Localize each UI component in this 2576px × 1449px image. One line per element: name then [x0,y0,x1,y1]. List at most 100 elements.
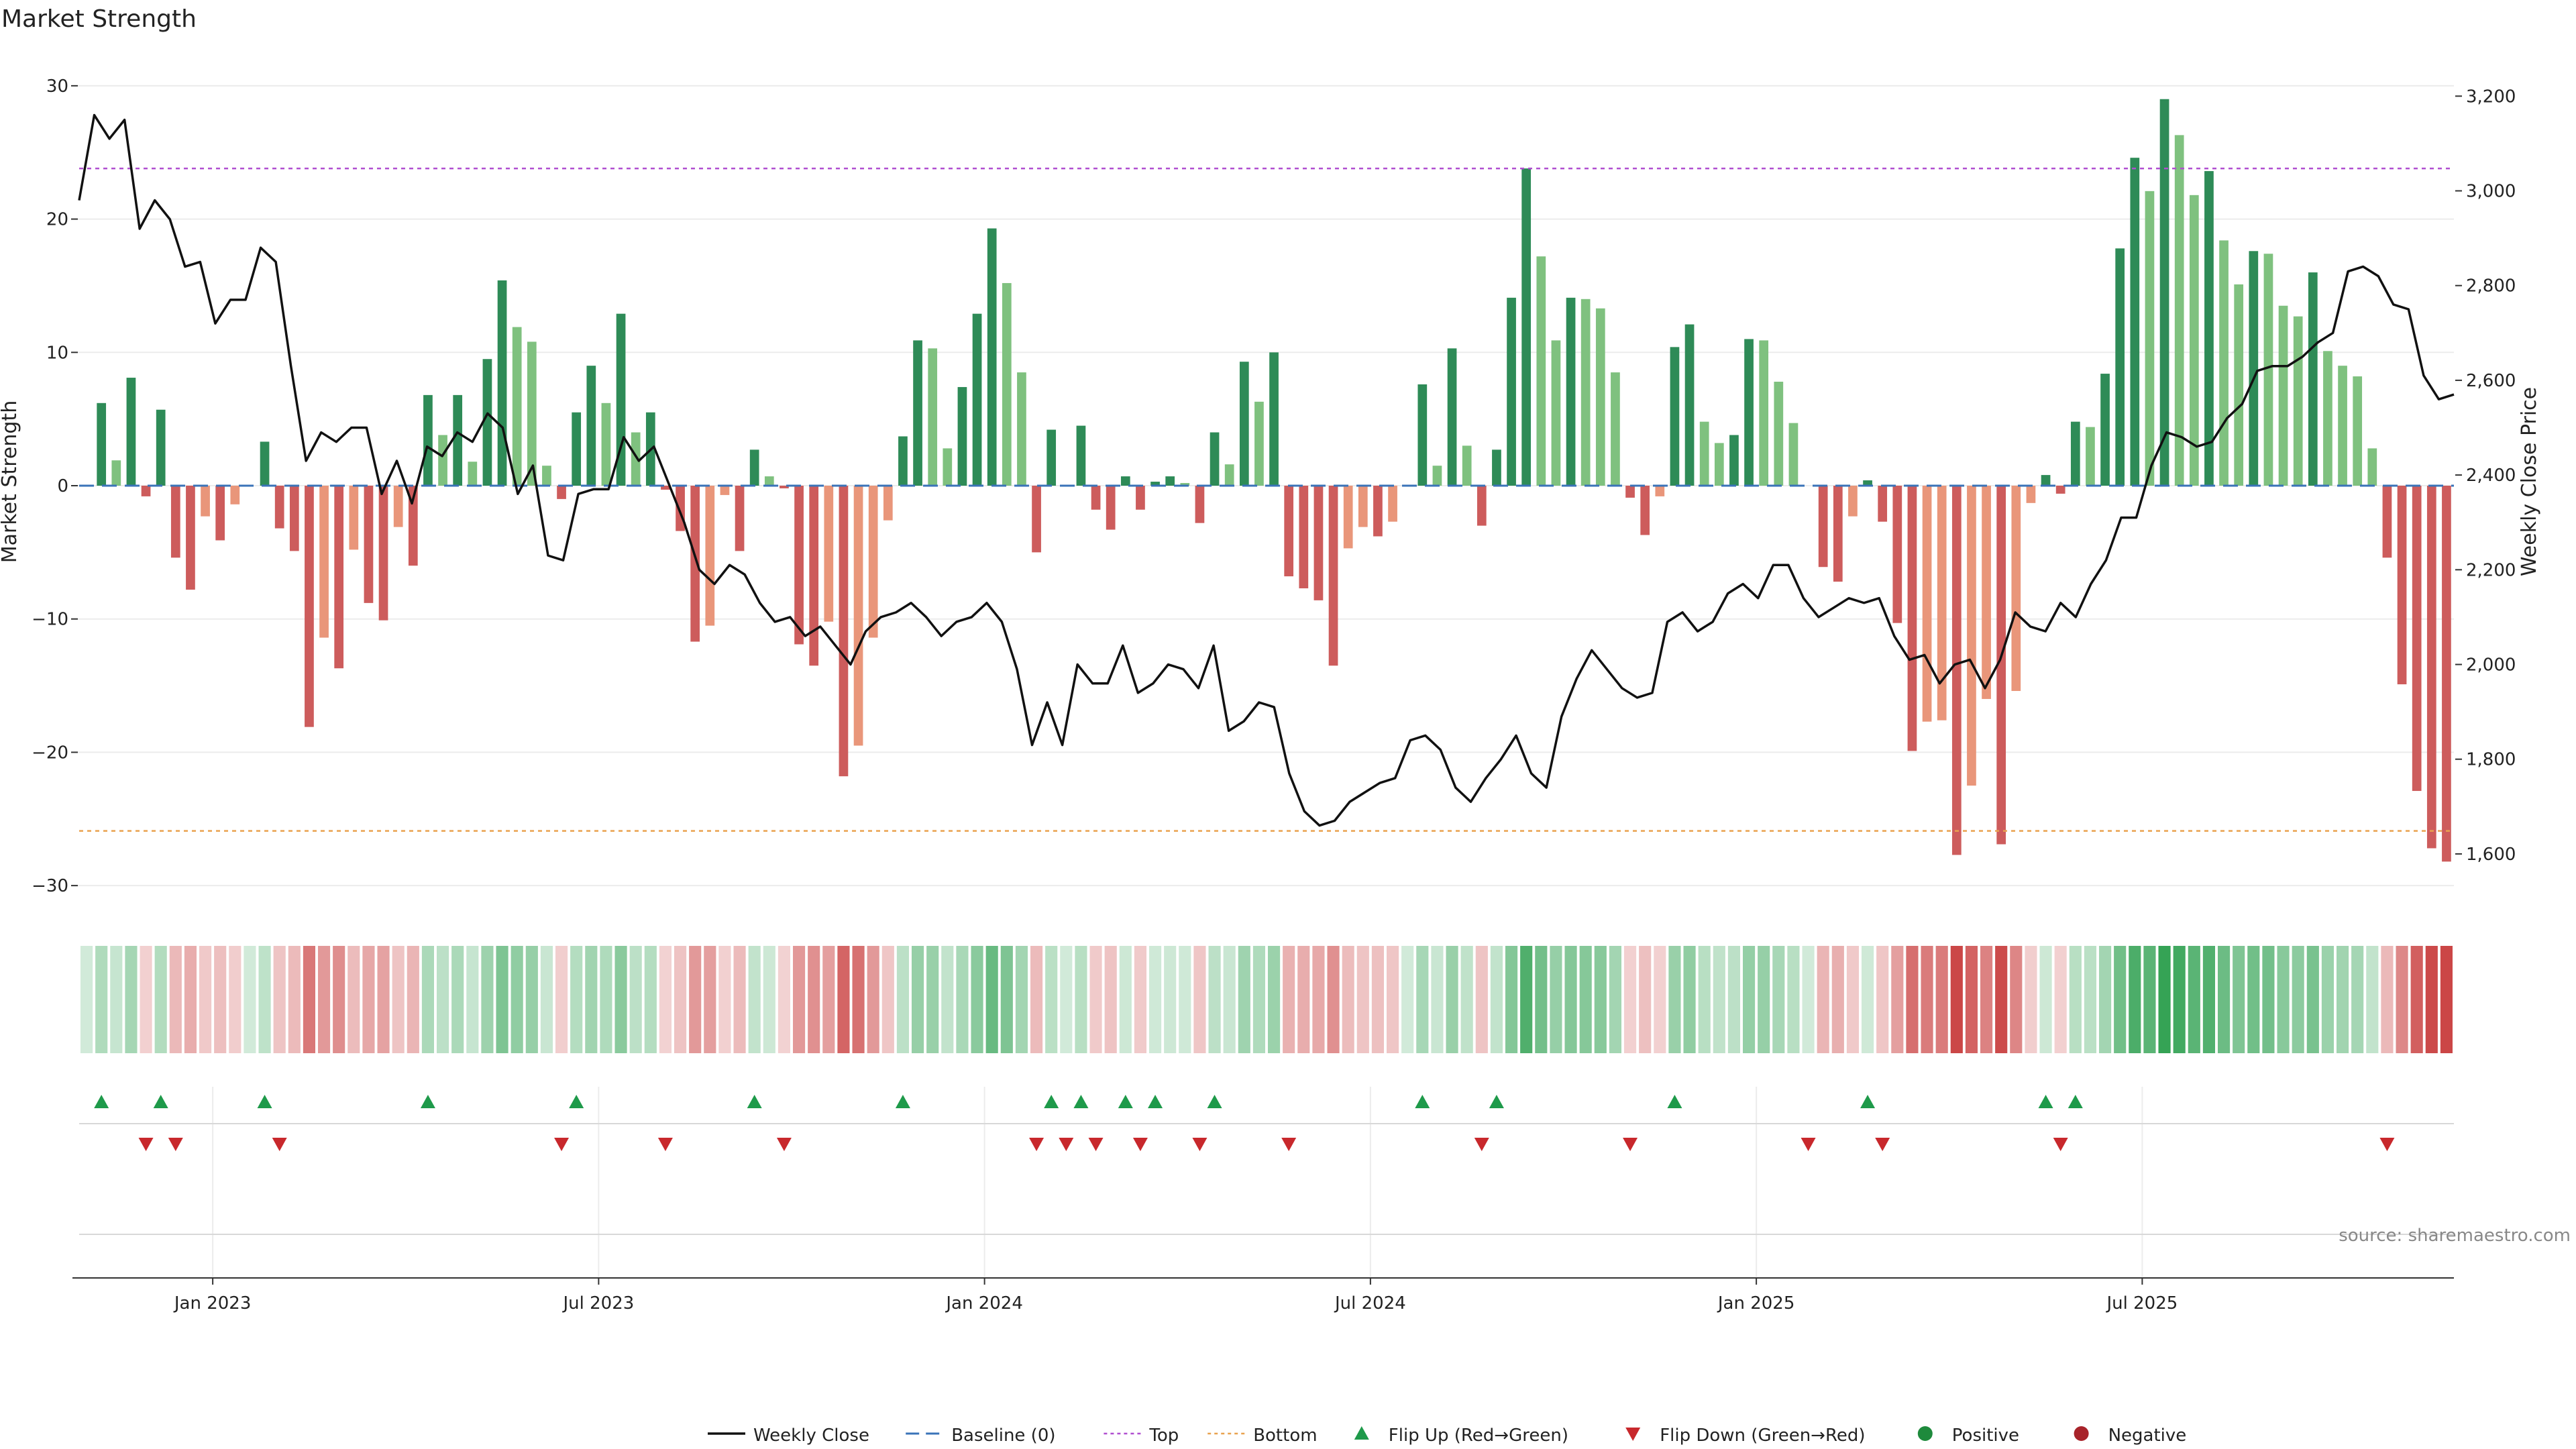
strength-bar [1982,486,1991,699]
heat-cell [911,946,924,1053]
legend-label: Top [1148,1426,1179,1446]
strength-bar [1744,339,1754,486]
strength-bar [2367,448,2377,486]
strength-bar [883,486,893,521]
flip-down-marker [657,1138,673,1151]
strength-bar [1284,486,1294,577]
strength-bar [2382,486,2392,558]
heat-cell [2425,946,2438,1053]
heat-cell [392,946,405,1053]
strength-bar [408,486,418,566]
flip-up-marker [1415,1095,1430,1108]
heat-cell [2114,946,2127,1053]
heat-cell [2336,946,2349,1053]
legend-label: Bottom [1253,1426,1317,1446]
strength-bar [2397,486,2407,685]
heat-cell [852,946,865,1053]
x-tick-label: Jul 2023 [561,1293,634,1313]
heat-cell [1831,946,1844,1053]
heat-cell [792,946,806,1053]
flip-down-marker [554,1138,570,1151]
heat-cell [1238,946,1250,1053]
strength-bar [260,441,270,486]
strength-bar [334,486,344,669]
strength-bar [2026,486,2036,503]
y-tick-label: −30 [32,876,68,896]
heat-cell [733,946,746,1053]
weekly-close-line [78,113,2455,827]
legend-item: Negative [2074,1426,2186,1446]
flip-up-marker [1489,1095,1504,1108]
strength-bar [364,486,374,603]
heat-cell [1490,946,1503,1053]
heat-cell [1505,946,1518,1053]
heat-cell [1772,946,1785,1053]
strength-bar [1699,421,1709,486]
heat-cell [407,946,419,1053]
strength-bar [1507,297,1516,486]
heat-cell [867,946,879,1053]
weekly-close-series [78,113,2455,827]
y2-axis: 3,200 3,000 2,800 2,600 2,400 2,200 2,000 1,800… [2455,87,2516,865]
heat-cell [496,946,508,1053]
heat-cell [614,946,627,1053]
strength-bar [839,486,849,777]
strength-bar [720,486,730,495]
heat-cell [896,946,910,1053]
strength-bar [2204,171,2214,486]
strength-bar [393,486,403,527]
strength-bar [1106,486,1116,530]
heat-cell [2440,946,2453,1053]
legend-label: Flip Down (Green→Red) [1660,1426,1865,1446]
flip-up-marker [1860,1095,1876,1108]
strength-bar [2426,486,2436,849]
heat-cell [1356,946,1369,1053]
strength-bar [2055,486,2065,494]
heat-cell [1742,946,1756,1053]
y-tick-label: 0 [57,476,68,496]
strength-bar [1417,384,1428,486]
strength-bar [631,432,641,486]
y2-tick-label: 2,200 [2466,560,2516,580]
heat-cell [1935,946,1948,1053]
heat-cell [125,946,138,1053]
heat-cell [1802,946,1815,1053]
flip-up-marker [2068,1095,2083,1108]
heat-cell [1223,946,1236,1053]
heat-cell [585,946,598,1053]
flip-down-marker [2379,1138,2395,1151]
heat-cell [1654,946,1666,1053]
strength-bar [230,486,240,504]
y-axis-label: Market Strength [0,400,21,563]
heat-cell [1342,946,1354,1053]
heat-cell [1386,946,1399,1053]
strength-bar [1076,425,1086,486]
strength-bar [1150,482,1160,486]
heat-cell [1060,946,1073,1053]
heat-cell [763,946,775,1053]
strength-bar [111,460,121,486]
strength-bar [2249,251,2259,486]
strength-bar [2100,374,2110,486]
heat-cell [1876,946,1889,1053]
heat-cell [1787,946,1800,1053]
heat-cell [1535,946,1548,1053]
heat-cell [1980,946,1993,1053]
strength-bar [1136,486,1145,510]
strength-bar [1120,476,1130,486]
heat-cell [2217,946,2231,1053]
strength-bar [1017,372,1026,486]
heat-cell [956,946,969,1053]
heat-cell [362,946,375,1053]
y2-tick-label: 2,800 [2466,276,2516,297]
heat-cell [244,946,256,1053]
strength-bar [2086,427,2095,486]
x-tick-label: Jul 2024 [1334,1293,1406,1313]
strength-bar [2174,135,2184,486]
heat-cell [555,946,568,1053]
strength-bar [1536,256,1546,486]
y2-tick-label: 2,600 [2466,371,2516,391]
flip-up-marker [747,1095,762,1108]
strength-bar [2145,191,2155,486]
strength-bar [780,486,789,488]
